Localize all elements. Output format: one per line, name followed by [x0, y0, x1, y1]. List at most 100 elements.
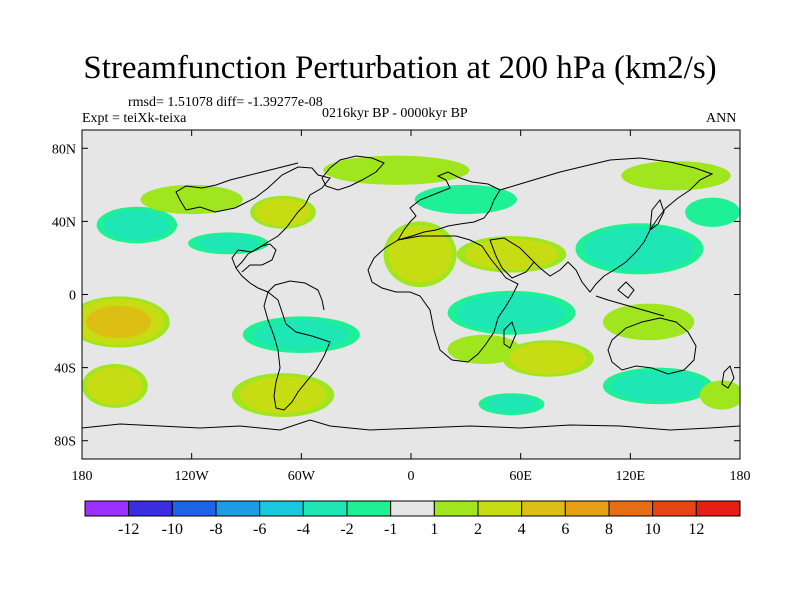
anomaly-13: [447, 290, 576, 335]
coast-arabia: [489, 237, 535, 279]
anomaly-19-band-1: [685, 197, 740, 227]
anomaly-15: [502, 340, 594, 377]
x-tick-label-6: 180: [730, 469, 751, 484]
anomaly-14: [447, 334, 521, 364]
colorbar-box-neg2: [302, 500, 348, 517]
colorbar-label-6: -1: [384, 521, 397, 538]
coast-europe: [396, 171, 501, 241]
season-label: ANN: [706, 111, 737, 126]
map-title: Streamfunction Perturbation at 200 hPa (…: [83, 50, 717, 86]
colorbar-label-12: 10: [645, 521, 661, 538]
y-tick-label-2: 0: [69, 289, 76, 304]
anomaly-1-band-3: [86, 305, 151, 339]
colorbar-label-10: 6: [561, 521, 569, 538]
colorbar-box-pos2: [477, 500, 523, 517]
anomaly-18: [621, 161, 731, 191]
colorbar-label-8: 2: [474, 521, 482, 538]
colorbar-box-zero: [390, 500, 435, 517]
colorbar-box-pos8: [608, 500, 654, 517]
experiment-label: Expt = teiXk-teixa: [82, 111, 187, 126]
colorbar-label-7: 1: [430, 521, 438, 538]
colorbar-label-11: 8: [605, 521, 613, 538]
x-axis: 180 120W 60W 0 60E 120E 180: [72, 130, 751, 484]
x-tick-label-5: 120E: [616, 469, 646, 484]
anomaly-6: [188, 232, 269, 255]
x-tick-label-2: 60W: [288, 469, 316, 484]
anomaly-4: [140, 184, 243, 215]
anomaly-22: [699, 380, 740, 410]
coast-antarctica: [82, 419, 740, 431]
colorbar-label-3: -6: [253, 521, 266, 538]
y-axis: 80N 40N 0 40S 80S: [52, 142, 740, 450]
coast-new-zealand: [721, 365, 735, 389]
colorbar-label-5: -2: [340, 521, 353, 538]
y-tick-label-3: 40S: [54, 362, 76, 377]
colorbar-box-neg1: [346, 500, 392, 517]
coast-greenland: [321, 155, 385, 191]
coast-japan: [649, 198, 665, 232]
anomaly-22-band-1: [699, 380, 740, 410]
colorbar-box-neg4: [259, 500, 304, 517]
anomaly-20: [602, 303, 695, 341]
anomaly-15-band-2: [509, 343, 587, 374]
anomaly-5: [250, 195, 316, 229]
anomaly-2: [96, 206, 178, 244]
colorbar-box-neg12: [84, 500, 130, 517]
anomaly-13-band-2: [457, 294, 566, 332]
contour-fills: [82, 155, 740, 417]
anomaly-9: [383, 221, 457, 288]
colorbar-label-2: -8: [209, 521, 222, 538]
anomaly-8-band-2: [239, 376, 327, 414]
anomaly-16: [478, 393, 545, 416]
period-label: 0216kyr BP - 0000kyr BP: [322, 106, 468, 121]
colorbar-box-neg6: [215, 500, 261, 517]
anomaly-21-band-2: [611, 370, 705, 402]
coast-asia: [499, 157, 714, 293]
colorbar-label-13: 12: [688, 521, 704, 538]
coast-australia: [607, 317, 697, 375]
colorbar-label-4: -4: [297, 521, 310, 538]
anomaly-4-band-1: [140, 184, 243, 215]
colorbar-box-neg8: [171, 500, 217, 517]
anomaly-10: [323, 155, 470, 185]
coast-south-america: [263, 291, 331, 411]
coast-africa: [367, 235, 519, 363]
colorbar-label-9: 4: [518, 521, 526, 538]
coast-indonesia: [595, 281, 665, 317]
colorbar-box-pos12: [695, 500, 741, 517]
coast-madagascar: [503, 321, 517, 349]
anomaly-5-band-2: [255, 198, 311, 227]
stats-label: rmsd= 1.51078 diff= -1.39277e-08: [128, 95, 323, 110]
anomaly-20-band-1: [602, 303, 695, 341]
anomaly-7: [242, 316, 360, 353]
x-tick-label-1: 120W: [175, 469, 210, 484]
coast-north-america: [185, 166, 331, 311]
anomaly-14-band-1: [447, 334, 521, 364]
coastlines: [82, 155, 740, 431]
coast-alaska: [175, 162, 299, 211]
anomaly-18-band-1: [621, 161, 731, 191]
anomaly-21: [602, 367, 713, 405]
colorbar: -12 -10 -8 -6 -4 -2 -1 1 2 4 6 8 10 12: [84, 500, 741, 538]
anomaly-2-band-2: [104, 210, 170, 240]
anomaly-17: [575, 223, 704, 275]
colorbar-box-pos1: [433, 500, 479, 517]
anomaly-7-band-2: [253, 319, 350, 350]
anomaly-10-band-1: [323, 155, 470, 185]
y-tick-label-4: 80S: [54, 435, 76, 450]
colorbar-label-0: -12: [118, 521, 139, 538]
colorbar-box-pos6: [564, 500, 610, 517]
coast-gulf: [231, 243, 277, 273]
x-tick-label-0: 180: [72, 469, 93, 484]
anomaly-16-band-2: [486, 395, 538, 413]
colorbar-box-pos10: [652, 500, 697, 517]
colorbar-box-pos4: [521, 500, 566, 517]
y-tick-label-0: 80N: [52, 142, 76, 157]
y-tick-label-1: 40N: [52, 215, 76, 230]
anomaly-17-band-2: [584, 226, 695, 271]
anomaly-9-band-2: [388, 225, 452, 283]
x-tick-label-3: 0: [408, 469, 415, 484]
colorbar-label-1: -10: [162, 521, 183, 538]
x-tick-label-4: 60E: [509, 469, 532, 484]
